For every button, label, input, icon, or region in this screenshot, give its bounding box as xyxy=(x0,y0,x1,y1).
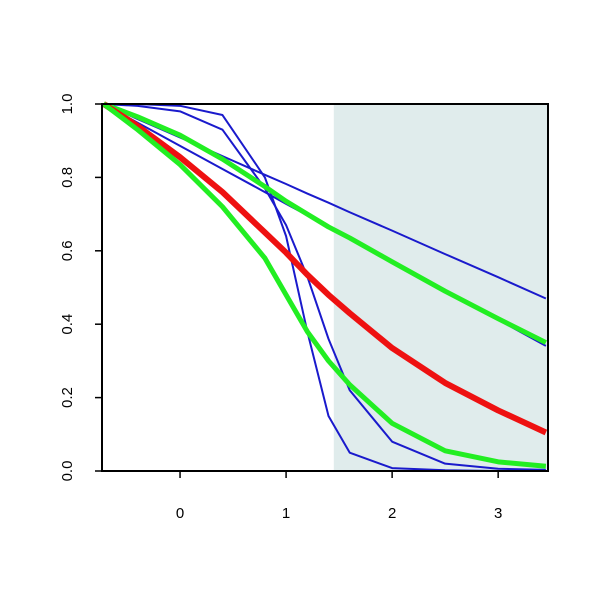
plot-frame xyxy=(101,103,549,472)
y-tick-label: 0.6 xyxy=(59,240,76,261)
y-tick-label: 0.4 xyxy=(59,314,76,335)
series-line xyxy=(102,101,547,345)
y-tick-label: 1.0 xyxy=(59,94,76,115)
x-tick-label: 3 xyxy=(494,505,502,522)
series-line xyxy=(102,102,547,469)
y-tick-label: 0.8 xyxy=(59,167,76,188)
x-tick-label: 1 xyxy=(282,505,290,522)
x-tick-label: 2 xyxy=(388,505,396,522)
y-tick-label: 0.2 xyxy=(59,387,76,408)
x-tick-label: 0 xyxy=(176,505,184,522)
y-tick-label: 0.0 xyxy=(59,461,76,482)
series-line xyxy=(102,101,548,436)
